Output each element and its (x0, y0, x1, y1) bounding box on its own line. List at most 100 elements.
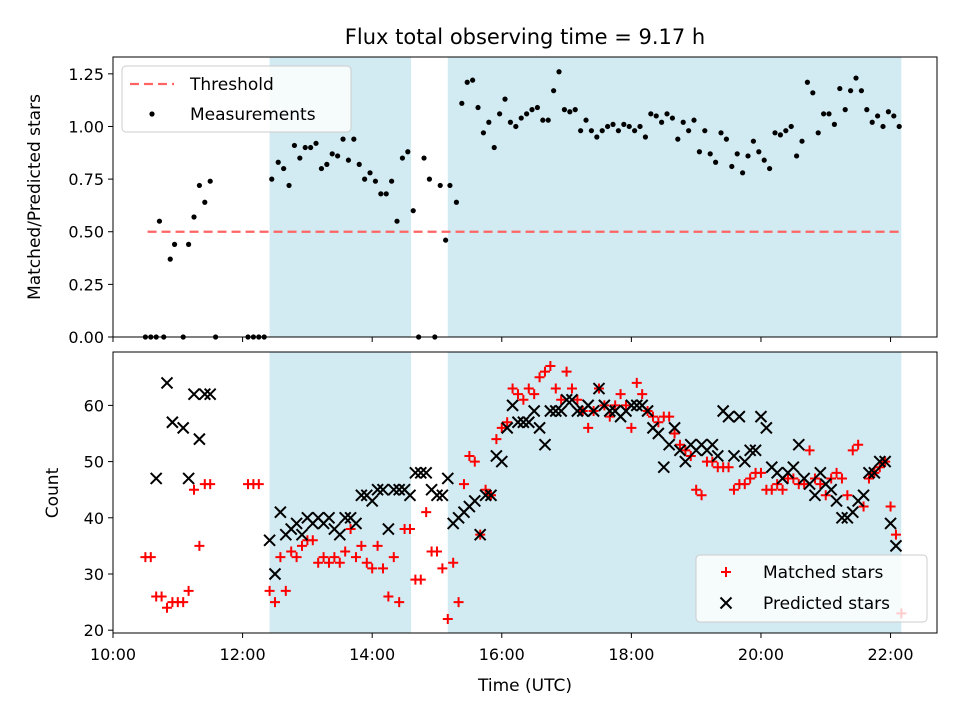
series-predicted-stars (149, 376, 903, 581)
y-tick-label: 50 (84, 453, 104, 472)
predicted-star-point (873, 455, 886, 468)
matched-star-point (307, 535, 318, 546)
predicted-star-point (436, 489, 449, 502)
x-tick-label: 14:00 (349, 645, 395, 664)
measurement-point (767, 165, 773, 172)
predicted-star-point (403, 489, 417, 502)
y-tick-label: 60 (84, 396, 104, 415)
predicted-star-point (549, 404, 562, 418)
matched-star-point (799, 479, 810, 490)
matched-star-point (523, 383, 534, 394)
predicted-star-point (430, 489, 444, 502)
predicted-star-point (749, 444, 762, 457)
predicted-star-point (414, 466, 427, 480)
measurement-point (588, 128, 595, 134)
matched-star-point (561, 366, 572, 377)
matched-star-point (340, 546, 351, 557)
measurement-point (513, 123, 519, 130)
measurement-point (626, 123, 632, 130)
measurement-point (308, 144, 314, 151)
chart-title: Flux total observing time = 9.17 h (345, 25, 705, 49)
legend-measurement-swatch (149, 111, 155, 117)
legend-predicted-swatch (719, 596, 733, 610)
matched-star-point (631, 377, 642, 388)
matched-star-point (669, 428, 680, 439)
measurement-point (632, 128, 638, 134)
matched-star-point (507, 383, 518, 394)
predicted-star-point (652, 427, 665, 440)
matched-star-point (604, 411, 615, 422)
top-panel: 0.00 0.25 0.50 0.75 1.00 1.25 (68, 56, 938, 347)
measurement-point (723, 136, 730, 142)
measurement-point (453, 199, 460, 205)
measurement-point (459, 100, 465, 106)
matched-star-point (502, 417, 513, 428)
predicted-star-point (506, 399, 519, 412)
matched-star-point (755, 467, 766, 478)
predicted-star-point (857, 489, 870, 502)
measurement-point (831, 121, 838, 127)
measurement-point (207, 178, 213, 184)
predicted-star-point (603, 404, 616, 418)
predicted-star-point (500, 421, 514, 435)
matched-star-point (745, 473, 756, 484)
x-tick-label: 10:00 (90, 645, 136, 664)
matched-star-point (448, 557, 459, 568)
measurement-point (281, 165, 287, 172)
legend-matched-swatch (721, 567, 731, 577)
measurement-point (447, 182, 453, 189)
measurement-point (680, 119, 686, 125)
predicted-star-point (554, 404, 568, 418)
measurement-point (524, 111, 530, 117)
y-tick-label: 0.00 (68, 328, 104, 347)
measurement-point (772, 130, 778, 136)
measurement-point (426, 176, 433, 182)
predicted-star-point (203, 387, 217, 401)
predicted-star-point (754, 410, 768, 423)
matched-star-point (512, 389, 523, 400)
matched-star-point (620, 400, 631, 411)
predicted-star-point (711, 449, 724, 463)
x-tick-label: 20:00 (738, 645, 784, 664)
predicted-star-point (587, 404, 600, 418)
bottom-y-axis-label: Count (43, 467, 63, 518)
matched-star-point (788, 473, 799, 484)
matched-star-point (458, 479, 469, 490)
matched-star-point (890, 529, 901, 540)
matched-star-point (453, 597, 464, 608)
measurement-point (880, 123, 886, 130)
matched-star-point (205, 479, 216, 490)
measurement-point (196, 182, 202, 189)
measurement-point (659, 119, 665, 125)
matched-star-point (826, 473, 837, 484)
measurement-point (497, 111, 503, 117)
matched-star-point (383, 591, 394, 602)
matched-star-point (469, 456, 480, 467)
predicted-star-point (290, 517, 303, 530)
matched-star-point (156, 591, 167, 602)
predicted-star-point (382, 522, 395, 536)
predicted-star-point (760, 421, 773, 435)
predicted-star-point (371, 483, 384, 496)
matched-star-point (728, 484, 739, 495)
matched-star-point (566, 383, 577, 394)
predicted-star-point (527, 404, 541, 418)
measurement-point (605, 123, 611, 130)
measurement-point (480, 130, 487, 136)
matched-star-point (696, 490, 707, 501)
matched-star-point (685, 450, 696, 461)
matched-star-point (820, 490, 831, 501)
measurement-point (507, 119, 514, 125)
measurement-point (286, 182, 292, 189)
matched-star-point (496, 422, 507, 433)
matched-star-point (691, 484, 702, 495)
measurement-point (788, 123, 794, 130)
y-tick-label: 20 (84, 621, 104, 640)
predicted-star-point (365, 494, 379, 508)
measurement-point (367, 170, 373, 176)
predicted-star-point (868, 466, 881, 480)
measurement-point (594, 134, 600, 140)
matched-star-point (361, 557, 372, 568)
predicted-star-point (187, 387, 201, 401)
